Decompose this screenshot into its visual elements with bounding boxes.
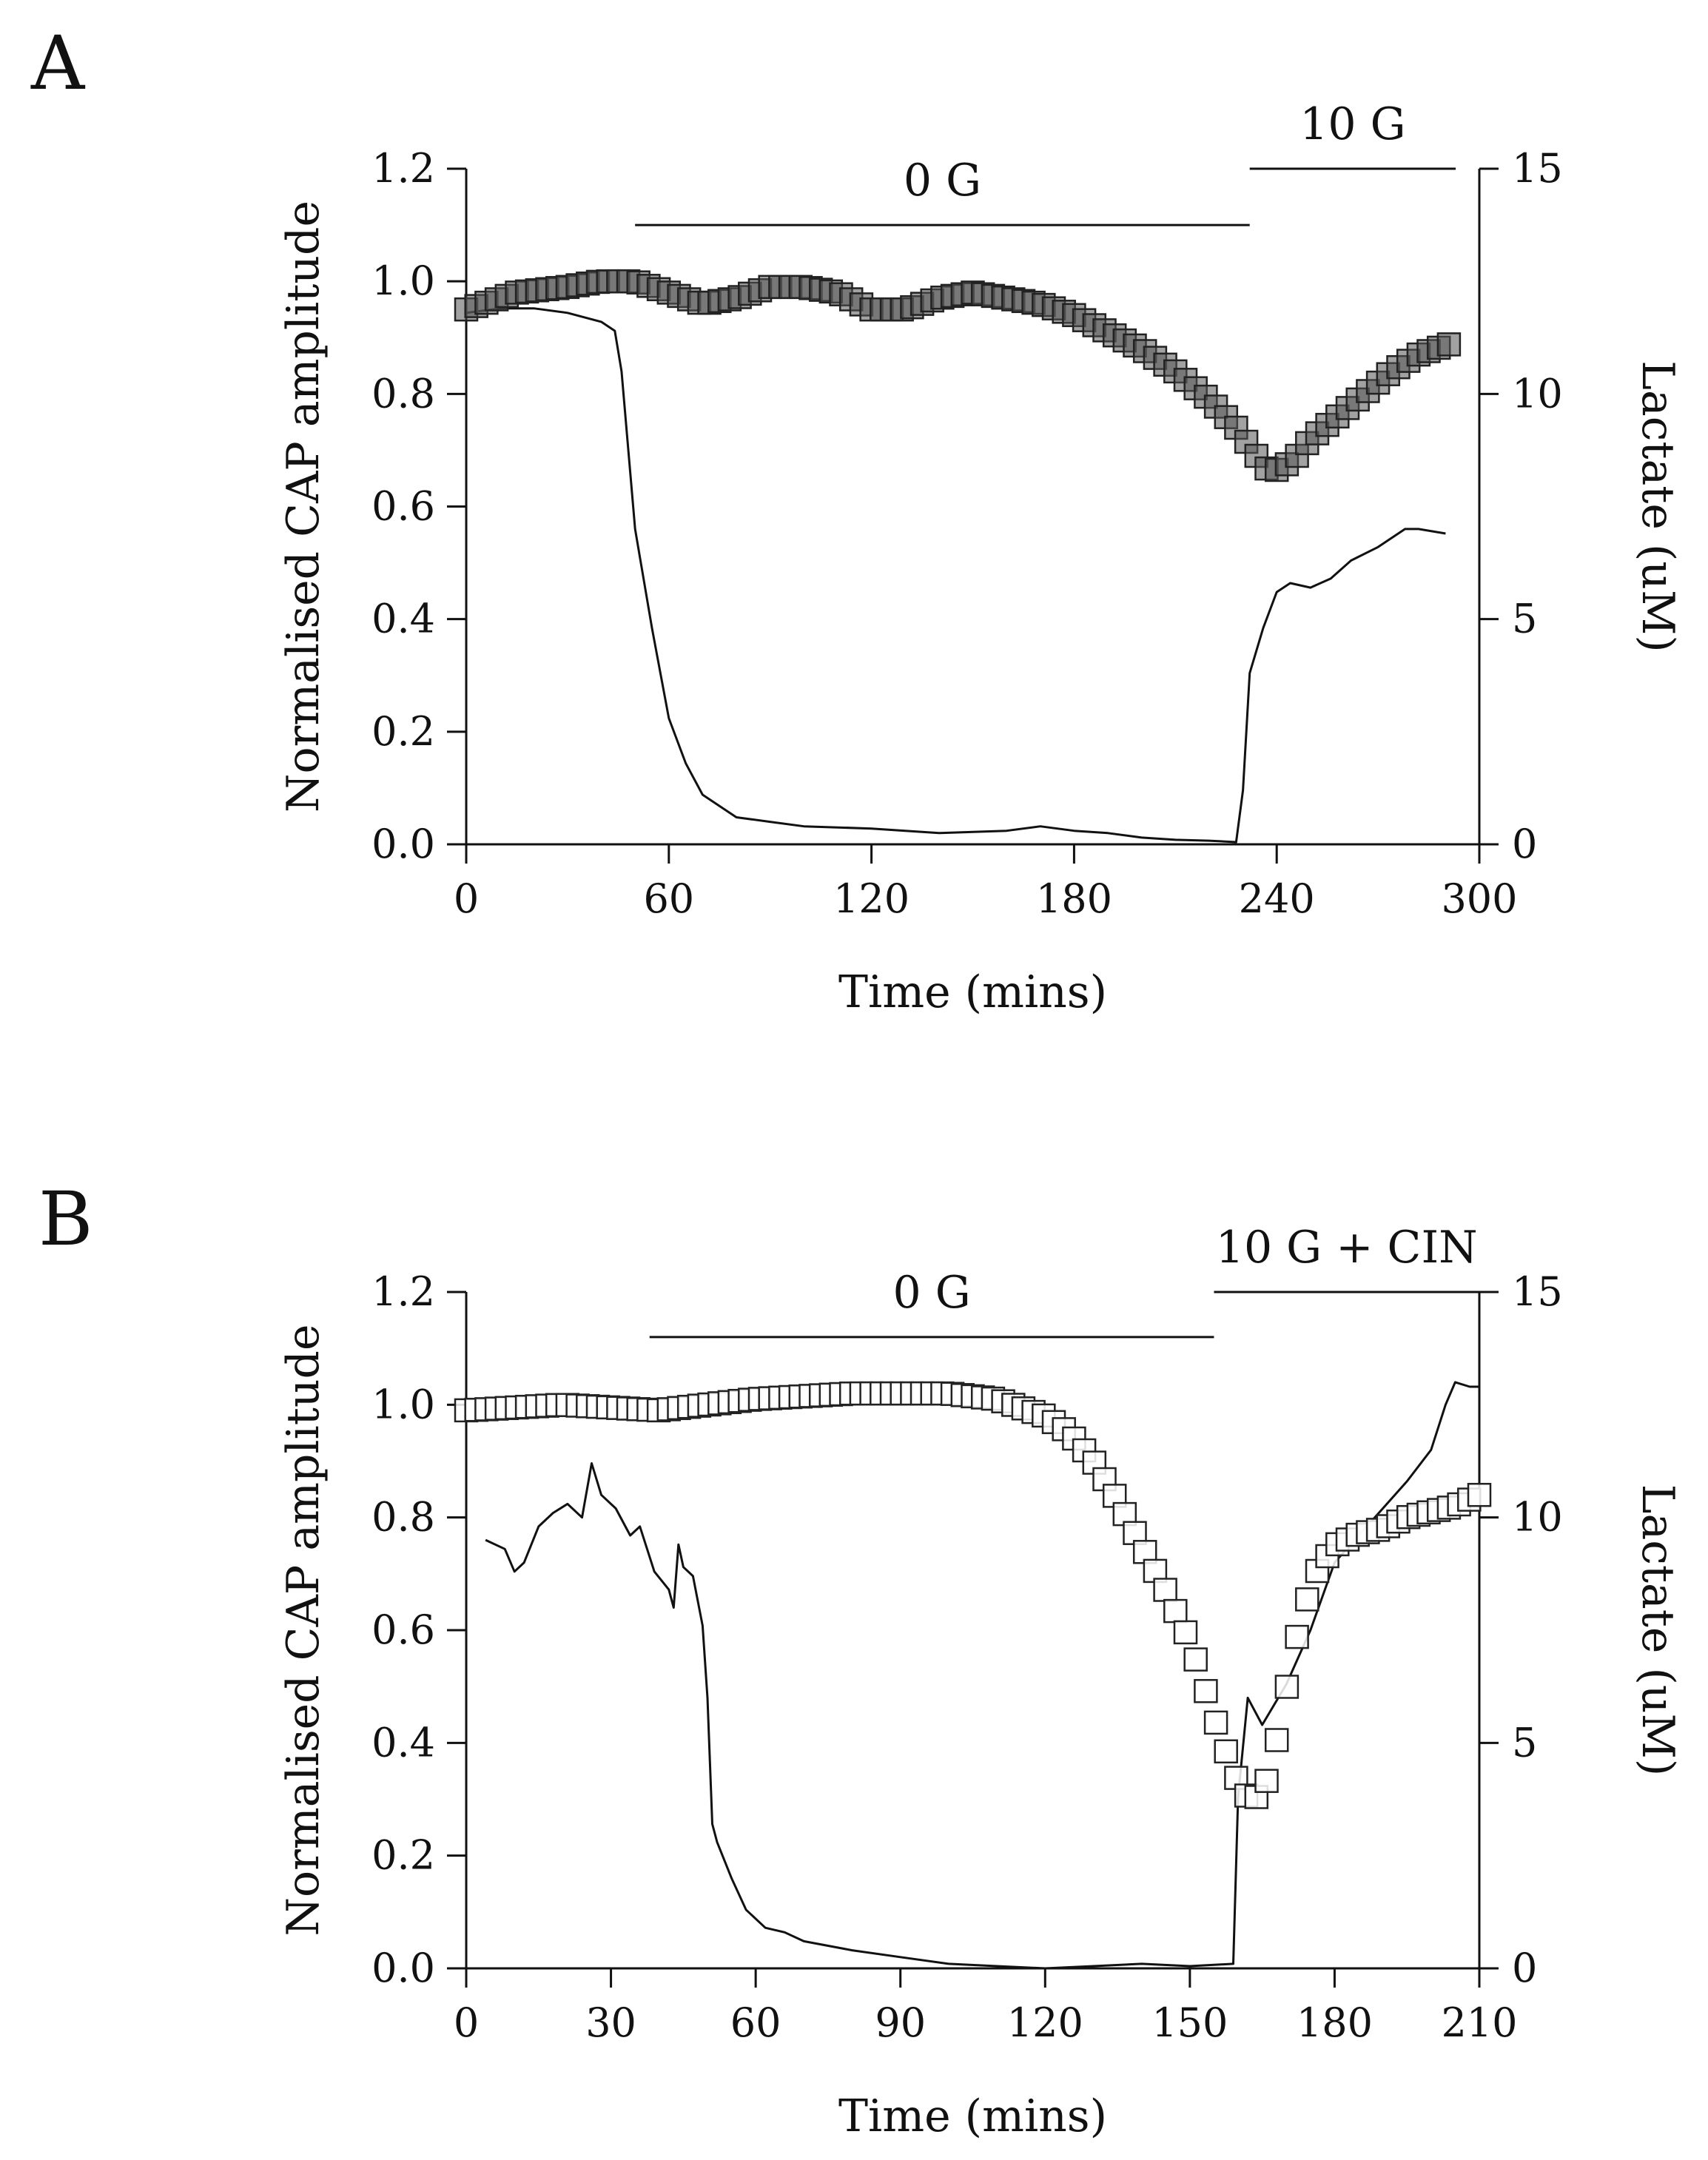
y-axis-left-title: Normalised CAP amplitude [278,1325,329,1937]
x-tick-label: 180 [1297,1999,1373,2046]
panel-letter: B [38,1176,93,1262]
y-right-tick-label: 0 [1512,821,1537,867]
cap-point [1264,1728,1289,1752]
y-right-tick-label: 10 [1512,370,1563,417]
x-tick-label: 300 [1441,875,1517,922]
panel-letter: A [30,20,86,107]
y-left-tick-label: 1.0 [371,258,435,304]
condition-bar-label: 0 G [904,155,981,206]
cap-point [1173,1620,1198,1645]
x-tick-label: 180 [1036,875,1112,922]
x-tick-label: 210 [1441,1999,1517,2046]
cap-point [1194,1679,1218,1703]
cap-point [1285,1624,1309,1649]
y-left-tick-label: 0.8 [371,1494,435,1541]
y-left-tick-label: 0.4 [371,596,435,642]
y-right-tick-label: 15 [1512,145,1563,192]
y-left-tick-label: 1.2 [371,1268,435,1315]
panel-b: B0 30 60 90 120 150 180 2100.00.20.40.60.81.01.… [38,1176,1684,2142]
cap-point [1163,1598,1188,1624]
y-left-tick-label: 0.0 [371,1945,435,1991]
x-tick-label: 90 [875,1999,926,2046]
y-left-tick-label: 1.0 [371,1381,435,1427]
x-tick-label: 0 [454,875,479,922]
cap-point [1467,1482,1492,1507]
condition-bar-label: 0 G [892,1267,970,1319]
lactate-line [465,307,1446,844]
x-axis-title: Time (mins) [838,966,1107,1018]
cap-point [1436,332,1462,357]
y-right-tick-label: 15 [1512,1268,1563,1315]
lactate-line [485,1381,1479,1970]
x-tick-label: 120 [1007,1999,1083,2046]
cap-point [1254,1769,1279,1793]
y-axis-left-title: Normalised CAP amplitude [278,201,329,812]
cap-point [1153,1578,1177,1602]
y-right-tick-label: 5 [1512,1719,1537,1766]
y-right-tick-label: 5 [1512,596,1537,642]
y-left-tick-label: 0.2 [371,708,435,755]
y-left-tick-label: 0.2 [371,1832,435,1879]
x-tick-label: 30 [585,1999,636,2046]
y-left-tick-label: 1.2 [371,145,435,192]
y-left-tick-label: 0.6 [371,1606,435,1653]
y-axis-right-title: Lactate (uM) [1632,1484,1684,1777]
y-left-tick-label: 0.4 [371,1719,435,1766]
cap-point [1274,1675,1300,1699]
cap-point [1214,1739,1238,1764]
y-left-tick-label: 0.8 [371,370,435,417]
y-right-tick-label: 0 [1512,1945,1537,1991]
y-right-tick-label: 10 [1512,1494,1563,1541]
x-tick-label: 60 [643,875,694,922]
panel-a: A 0 60 120 180 240 300 0.0 0.2 0.4 0.6 0.8 1.0 1.2 0 5 1… [30,20,1684,1018]
x-axis-title: Time (mins) [838,2090,1107,2142]
x-tick-label: 60 [730,1999,781,2046]
condition-bar-label: 10 G [1300,98,1405,150]
y-axis-right-title: Lactate (uM) [1632,360,1684,653]
x-tick-label: 120 [833,875,910,922]
x-tick-label: 150 [1151,1999,1228,2046]
cap-point [1203,1710,1228,1735]
cap-point [1092,1467,1117,1492]
cap-point [1295,1587,1319,1612]
x-tick-label: 0 [454,1999,479,2046]
y-left-tick-label: 0.6 [371,483,435,530]
cap-point [1183,1647,1208,1672]
y-left-tick-label: 0.0 [371,821,435,867]
condition-bar-label: 10 G + CIN [1216,1222,1478,1274]
x-tick-label: 240 [1239,875,1315,922]
